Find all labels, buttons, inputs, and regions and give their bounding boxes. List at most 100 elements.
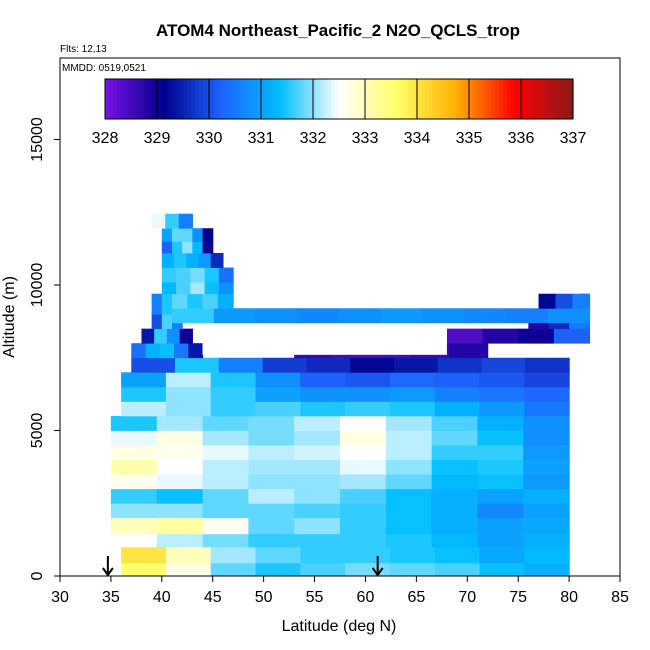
heatmap-cell — [187, 293, 204, 309]
heatmap-cell — [255, 562, 301, 577]
heatmap-cell — [340, 459, 387, 475]
heatmap-cell — [248, 474, 295, 490]
colorbar-swatch — [393, 79, 399, 119]
heatmap-cell — [547, 308, 591, 324]
colorbar-swatch — [397, 79, 402, 119]
heatmap-cell — [481, 357, 526, 373]
colorbar-swatch — [456, 79, 461, 119]
heatmap-cell — [156, 474, 204, 490]
heatmap-cell — [182, 241, 193, 254]
colorbar-swatch — [319, 79, 324, 119]
x-tick-label: 40 — [153, 589, 171, 606]
heatmap-cell — [448, 343, 489, 359]
x-tick-label: 55 — [306, 589, 324, 606]
heatmap-cell — [523, 533, 570, 548]
heatmap-cell — [300, 401, 346, 417]
heatmap-cell — [161, 267, 177, 283]
heatmap-cell — [340, 415, 387, 431]
heatmap-cell — [172, 308, 215, 324]
colorbar-swatch — [202, 79, 207, 119]
colorbar-swatch — [389, 79, 395, 119]
heatmap-cell — [479, 546, 525, 564]
heatmap-cell — [477, 415, 524, 431]
heatmap-cell — [204, 267, 220, 283]
heatmap-cell — [523, 445, 570, 460]
colorbar-swatch — [237, 79, 243, 119]
heatmap-cell — [166, 328, 181, 344]
colorbar-swatch — [354, 79, 360, 119]
colorbar-swatch — [339, 79, 344, 119]
heatmap-cell — [131, 357, 176, 373]
heatmap-cell — [255, 401, 301, 417]
chart-title: ATOM4 Northeast_Pacific_2 N2O_QCLS_trop — [156, 21, 520, 40]
colorbar-tick-label: 336 — [508, 130, 535, 147]
x-tick-label: 35 — [102, 589, 120, 606]
heatmap-cell — [294, 430, 341, 446]
heatmap-cell — [385, 445, 433, 460]
heatmap-cell — [202, 445, 249, 460]
colorbar-swatch — [569, 79, 574, 119]
colorbar-swatch — [463, 79, 469, 119]
heatmap-cell — [385, 517, 433, 535]
colorbar-swatch — [261, 79, 266, 119]
heatmap-cell — [172, 241, 183, 254]
heatmap-cell — [156, 517, 204, 535]
colorbar-swatch — [381, 79, 387, 119]
colorbar-tick-label: 332 — [300, 130, 327, 147]
heatmap-cell — [172, 293, 188, 309]
colorbar-swatch — [249, 79, 254, 119]
heatmap-cell — [210, 386, 257, 402]
colorbar-swatch — [545, 79, 551, 119]
heatmap-cell — [300, 546, 346, 564]
colorbar-swatch — [565, 79, 570, 119]
heatmap-cell — [110, 488, 158, 504]
heatmap-cell — [156, 488, 204, 504]
heatmap-cell — [524, 372, 570, 388]
colorbar-swatch — [327, 79, 332, 119]
heatmap-cell — [434, 372, 481, 388]
heatmap-cell — [161, 314, 173, 330]
heatmap-cell — [524, 546, 570, 564]
heatmap-cell — [422, 308, 465, 324]
heatmap-cell — [294, 474, 341, 490]
x-tick-label: 30 — [51, 589, 69, 606]
plot-frame — [59, 57, 621, 577]
colorbar-swatch — [233, 79, 239, 119]
colorbar-swatch — [300, 79, 305, 119]
colorbar-tick-label: 335 — [456, 130, 483, 147]
colorbar-swatch — [323, 79, 328, 119]
heatmap-cell — [523, 474, 570, 490]
heatmap-cell — [110, 503, 158, 519]
heatmap-cell — [477, 430, 524, 446]
heatmap-cell — [477, 445, 524, 460]
heatmap-cell — [300, 372, 346, 388]
heatmap-cell — [121, 546, 167, 564]
heatmap-cell — [255, 372, 301, 388]
y-tick-label: 5000 — [29, 413, 46, 449]
colorbar-swatch — [452, 79, 457, 119]
heatmap-cell — [151, 293, 163, 315]
heatmap-cell — [572, 293, 591, 309]
colorbar-swatch — [179, 79, 184, 119]
heatmap-cell — [121, 372, 167, 388]
heatmap-cell — [202, 228, 214, 242]
heatmap-cell — [431, 503, 479, 519]
colorbar-swatch — [229, 79, 235, 119]
colorbar-tick-label: 334 — [404, 130, 431, 147]
heatmap-cell — [210, 252, 224, 268]
colorbar-swatch — [358, 79, 363, 119]
heatmap-cell — [190, 267, 206, 283]
heatmap-cell — [176, 267, 191, 283]
heatmap-cell — [110, 533, 158, 548]
colorbar-swatch — [374, 79, 379, 119]
heatmap-cell — [172, 228, 183, 242]
heatmap-cell — [477, 488, 524, 504]
heatmap-cell — [340, 488, 387, 504]
heatmap-cell — [175, 357, 220, 373]
heatmap-cell — [161, 241, 173, 254]
heatmap-cell — [141, 328, 155, 344]
heatmap-cell — [431, 430, 479, 446]
heatmap-cell — [523, 459, 570, 475]
heatmap-cell — [294, 415, 341, 431]
colorbar-swatch — [350, 79, 356, 119]
